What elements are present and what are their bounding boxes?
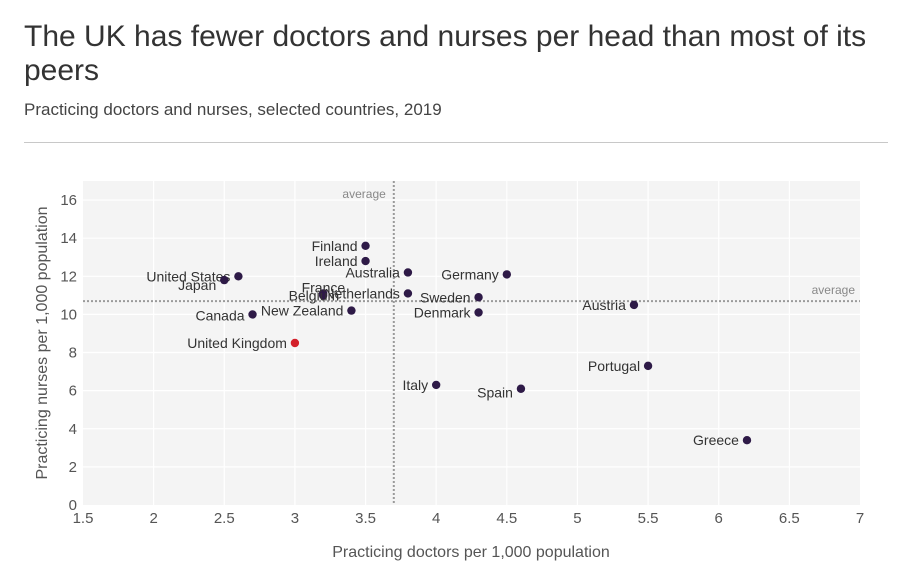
point-germany: Germany	[441, 266, 512, 282]
point-portugal: Portugal	[588, 358, 653, 374]
point-canada: Canada	[195, 307, 257, 323]
y-tick-label: 0	[69, 497, 77, 514]
point-marker	[643, 361, 653, 371]
point-label: Greece	[693, 432, 739, 448]
point-marker	[403, 268, 413, 277]
point-label: Denmark	[414, 305, 472, 321]
point-marker	[318, 291, 328, 300]
point-marker	[347, 306, 356, 315]
x-tick-label: 2	[149, 510, 157, 527]
point-label: Australia	[345, 264, 400, 280]
point-marker	[290, 338, 300, 348]
point-label: Italy	[402, 377, 428, 393]
x-tick-label: 5.5	[638, 510, 659, 527]
point-marker	[361, 256, 370, 266]
point-marker	[431, 380, 441, 390]
point-denmark: Denmark	[414, 305, 483, 321]
point-label: Sweden	[420, 289, 471, 305]
x-tick-label: 6.5	[779, 510, 800, 527]
point-austria: Austria	[582, 297, 639, 313]
y-tick-label: 2	[69, 459, 77, 476]
point-marker	[742, 436, 752, 445]
point-united-kingdom: United Kingdom	[187, 335, 300, 351]
point-japan: Japan	[178, 275, 229, 293]
point-finland: Finland	[312, 238, 370, 254]
y-axis-label: Practicing nurses per 1,000 population	[34, 206, 51, 479]
average-x-label: average	[342, 187, 386, 201]
x-tick-label: 4	[432, 510, 440, 527]
point-label: France	[302, 279, 346, 295]
y-tick-label: 16	[60, 192, 77, 209]
x-tick-label: 7	[856, 510, 864, 527]
point-marker	[629, 300, 639, 310]
point-marker	[474, 293, 483, 302]
x-axis-label: Practicing doctors per 1,000 population	[332, 544, 610, 561]
divider	[24, 142, 888, 143]
x-tick-label: 1.5	[73, 510, 94, 527]
y-tick-label: 4	[69, 421, 77, 438]
point-label: Canada	[195, 307, 244, 323]
point-marker	[248, 310, 257, 319]
point-ireland: Ireland	[315, 253, 370, 269]
point-label: United Kingdom	[187, 335, 287, 351]
point-marker	[403, 289, 413, 298]
y-tick-label: 6	[69, 383, 77, 400]
chart-title: The UK has fewer doctors and nurses per …	[24, 20, 867, 87]
average-y-label: average	[812, 283, 856, 297]
point-marker	[516, 384, 526, 393]
point-marker	[234, 272, 243, 281]
point-marker	[474, 308, 483, 317]
point-label: Spain	[477, 385, 513, 401]
point-marker	[361, 241, 370, 250]
point-greece: Greece	[693, 432, 752, 448]
point-sweden: Sweden	[420, 289, 483, 305]
plot-area	[83, 181, 860, 505]
x-tick-label: 6	[715, 510, 723, 527]
y-tick-label: 14	[60, 230, 77, 247]
point-label: Finland	[312, 238, 358, 254]
x-tick-label: 3.5	[355, 510, 376, 527]
point-label: United States	[146, 268, 230, 284]
point-united-states: United States	[146, 268, 243, 284]
x-tick-label: 5	[573, 510, 581, 527]
point-label: Germany	[441, 266, 499, 282]
x-tick-label: 3	[291, 510, 299, 527]
point-new-zealand: New Zealand	[261, 303, 356, 319]
point-label: Ireland	[315, 253, 358, 269]
x-tick-label: 2.5	[214, 510, 235, 527]
point-spain: Spain	[477, 384, 526, 401]
point-marker	[502, 270, 512, 279]
axis-ticks: 1.5 2 2.5 3 3.5 4 4.5 5 5.5 6 6.5 7 0 2 4 6 8 10 12 14 16	[60, 192, 864, 527]
chart-subtitle: Practicing doctors and nurses, selected …	[24, 100, 442, 119]
point-australia: Australia	[345, 264, 413, 280]
point-label: Netherlands	[324, 285, 400, 301]
point-italy: Italy	[402, 377, 441, 393]
point-label: Belgium	[289, 287, 340, 303]
point-belgium: Belgium	[289, 287, 340, 303]
y-tick-label: 8	[69, 345, 77, 362]
y-tick-label: 12	[60, 268, 77, 285]
point-label: Portugal	[588, 358, 640, 374]
x-tick-label: 4.5	[496, 510, 517, 527]
y-tick-label: 10	[60, 306, 77, 323]
point-label: Austria	[582, 297, 626, 313]
average-lines: average average	[83, 181, 860, 505]
point-marker	[220, 275, 229, 285]
point-netherlands: Netherlands	[324, 285, 413, 301]
point-label: Japan	[178, 277, 216, 293]
point-label: New Zealand	[261, 303, 344, 319]
